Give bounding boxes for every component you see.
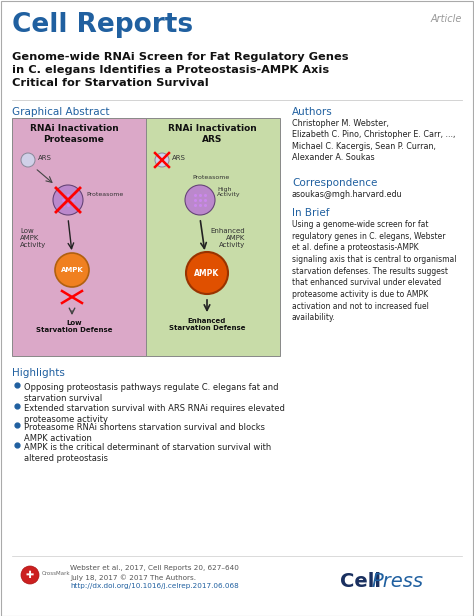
Circle shape (55, 253, 89, 287)
Text: In Brief: In Brief (292, 208, 329, 218)
Circle shape (186, 252, 228, 294)
Text: ARS: ARS (172, 155, 186, 161)
Text: Cell: Cell (340, 572, 381, 591)
Text: AMPK is the critical determinant of starvation survival with
altered proteostasi: AMPK is the critical determinant of star… (24, 443, 271, 463)
Circle shape (155, 153, 169, 167)
Text: Extended starvation survival with ARS RNAi requires elevated
proteasome activity: Extended starvation survival with ARS RN… (24, 404, 285, 424)
Text: Webster et al., 2017, Cell Reports 20, 627–640: Webster et al., 2017, Cell Reports 20, 6… (70, 565, 239, 571)
Text: Press: Press (371, 572, 423, 591)
Circle shape (21, 566, 39, 584)
Text: Cell Reports: Cell Reports (12, 12, 193, 38)
Text: Graphical Abstract: Graphical Abstract (12, 107, 109, 117)
Text: Proteasome: Proteasome (192, 175, 229, 180)
Text: ✚: ✚ (26, 570, 34, 580)
Text: Highlights: Highlights (12, 368, 65, 378)
Bar (12, 118, 146, 356)
Text: Opposing proteostasis pathways regulate C. elegans fat and
starvation survival: Opposing proteostasis pathways regulate … (24, 383, 279, 403)
Text: Article: Article (430, 14, 462, 24)
Text: Authors: Authors (292, 107, 333, 117)
Text: Christopher M. Webster,
Elizabeth C. Pino, Christopher E. Carr, ...,
Michael C. : Christopher M. Webster, Elizabeth C. Pin… (292, 119, 456, 163)
Circle shape (53, 185, 83, 215)
Text: Proteasome RNAi shortens starvation survival and blocks
AMPK activation: Proteasome RNAi shortens starvation surv… (24, 423, 265, 444)
Text: AMPK: AMPK (194, 269, 219, 277)
Text: Genome-wide RNAi Screen for Fat Regulatory Genes
in C. elegans Identifies a Prot: Genome-wide RNAi Screen for Fat Regulato… (12, 52, 348, 87)
Text: RNAi Inactivation
Proteasome: RNAi Inactivation Proteasome (29, 124, 118, 144)
Text: AMPK: AMPK (61, 267, 83, 273)
Text: July 18, 2017 © 2017 The Authors.: July 18, 2017 © 2017 The Authors. (70, 574, 196, 581)
Text: Correspondence: Correspondence (292, 178, 377, 188)
Text: Enhanced
AMPK
Activity: Enhanced AMPK Activity (210, 228, 245, 248)
Text: Low
Starvation Defense: Low Starvation Defense (36, 320, 112, 333)
Text: Proteasome: Proteasome (86, 192, 123, 197)
Text: Using a genome-wide screen for fat
regulatory genes in C. elegans, Webster
et al: Using a genome-wide screen for fat regul… (292, 220, 456, 322)
Text: RNAi Inactivation
ARS: RNAi Inactivation ARS (168, 124, 256, 144)
Bar (146, 118, 280, 356)
Circle shape (185, 185, 215, 215)
Text: asoukas@mgh.harvard.edu: asoukas@mgh.harvard.edu (292, 190, 402, 199)
Text: High
Activity: High Activity (217, 187, 241, 197)
Circle shape (21, 153, 35, 167)
Text: CrossMark: CrossMark (42, 571, 71, 576)
Text: Enhanced
Starvation Defense: Enhanced Starvation Defense (169, 318, 245, 331)
Text: ARS: ARS (38, 155, 52, 161)
Text: Low
AMPK
Activity: Low AMPK Activity (20, 228, 46, 248)
Text: http://dx.doi.org/10.1016/j.celrep.2017.06.068: http://dx.doi.org/10.1016/j.celrep.2017.… (70, 583, 239, 589)
